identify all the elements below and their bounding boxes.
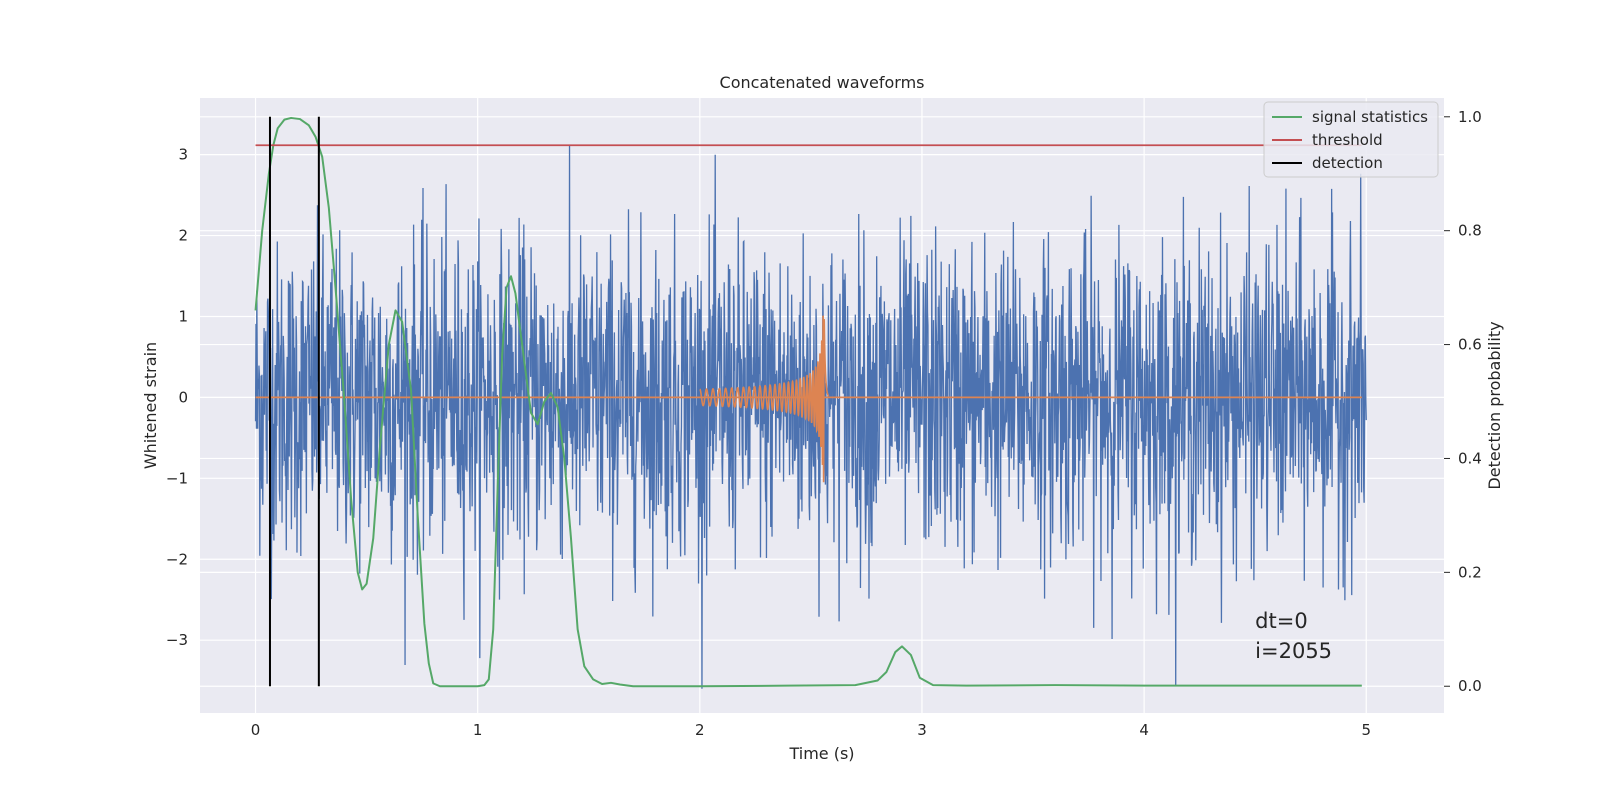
x-axis-label: Time (s) — [788, 744, 854, 763]
chart-title: Concatenated waveforms — [720, 73, 925, 92]
annotation-dt: dt=0 — [1255, 609, 1308, 633]
y-tick-label-right: 0.0 — [1458, 677, 1482, 695]
x-tick-label: 3 — [917, 721, 927, 739]
y-tick-label-right: 0.6 — [1458, 336, 1482, 354]
y-tick-label-left: −1 — [166, 469, 188, 487]
y-axis-label-right: Detection probability — [1485, 321, 1504, 489]
legend-label-threshold: threshold — [1312, 131, 1383, 149]
legend-label-signal-statistics: signal statistics — [1312, 108, 1428, 126]
y-tick-label-right: 1.0 — [1458, 108, 1482, 126]
ticks: 0 1 2 3 4 5 −3 −2 −1 0 1 2 3 0.0 0.2 0.4 0.6 0.8 1.0 — [166, 108, 1482, 739]
x-tick-label: 1 — [473, 721, 483, 739]
y-tick-label-right: 0.2 — [1458, 563, 1482, 581]
y-tick-label-left: 3 — [178, 146, 188, 164]
legend: signal statistics threshold detection — [1263, 101, 1439, 178]
y-tick-label-left: 0 — [178, 388, 188, 406]
x-tick-label: 0 — [251, 721, 261, 739]
x-tick-label: 2 — [695, 721, 705, 739]
injection-chirp — [699, 315, 830, 483]
signal-statistics-line — [254, 116, 1362, 688]
y-tick-label-right: 0.8 — [1458, 222, 1482, 240]
y-tick-label-left: −2 — [166, 550, 188, 568]
y-tick-label-right: 0.4 — [1458, 449, 1482, 467]
legend-label-detection: detection — [1312, 154, 1383, 172]
stat-series — [254, 116, 1362, 688]
injection-series — [255, 315, 1362, 483]
y-tick-label-left: 1 — [178, 307, 188, 325]
y-tick-label-left: −3 — [166, 631, 188, 649]
y-tick-label-left: 2 — [178, 227, 188, 245]
annotation-index: i=2055 — [1255, 639, 1332, 663]
legend-box — [1263, 101, 1439, 178]
x-tick-label: 5 — [1361, 721, 1371, 739]
x-tick-label: 4 — [1139, 721, 1149, 739]
y-axis-label-left: Whitened strain — [141, 342, 160, 469]
